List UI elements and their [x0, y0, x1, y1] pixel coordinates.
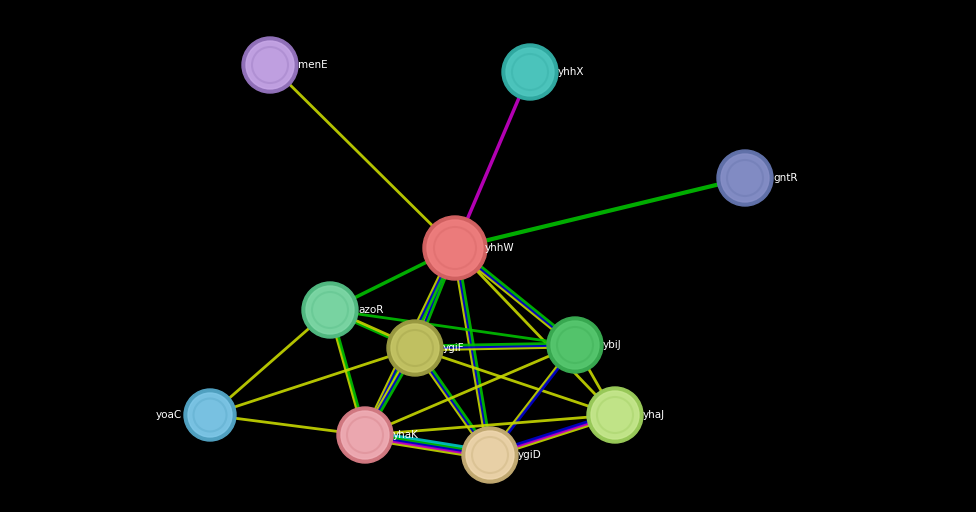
Circle shape [184, 389, 236, 441]
Text: ygiF: ygiF [443, 343, 465, 353]
Circle shape [466, 431, 514, 479]
Text: ybiJ: ybiJ [603, 340, 622, 350]
Text: yhaJ: yhaJ [643, 410, 665, 420]
Circle shape [502, 44, 558, 100]
Circle shape [391, 324, 439, 372]
Text: ygiD: ygiD [518, 450, 542, 460]
Text: yhhW: yhhW [485, 243, 514, 253]
Text: menE: menE [298, 60, 328, 70]
Circle shape [721, 154, 769, 202]
Circle shape [188, 393, 232, 437]
Circle shape [242, 37, 298, 93]
Circle shape [341, 411, 389, 459]
Circle shape [506, 48, 554, 96]
Circle shape [427, 220, 483, 276]
Circle shape [246, 41, 294, 89]
Text: yhaK: yhaK [393, 430, 419, 440]
Circle shape [462, 427, 518, 483]
Circle shape [551, 321, 599, 369]
Circle shape [337, 407, 393, 463]
Text: gntR: gntR [773, 173, 797, 183]
Text: azoR: azoR [358, 305, 384, 315]
Circle shape [423, 216, 487, 280]
Circle shape [302, 282, 358, 338]
Circle shape [547, 317, 603, 373]
Circle shape [717, 150, 773, 206]
Circle shape [587, 387, 643, 443]
Circle shape [306, 286, 354, 334]
Text: yoaC: yoaC [156, 410, 182, 420]
Circle shape [591, 391, 639, 439]
Text: yhhX: yhhX [558, 67, 585, 77]
Circle shape [387, 320, 443, 376]
